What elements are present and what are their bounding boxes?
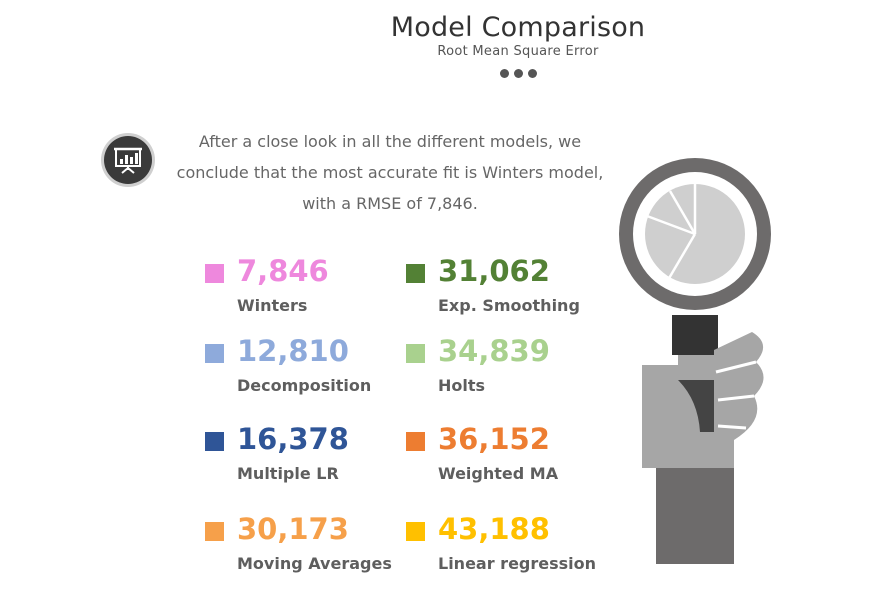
intro-text: After a close look in all the different …	[160, 126, 620, 219]
intro-line: with a RMSE of 7,846.	[302, 194, 478, 213]
metric-holts: 34,839 Holts	[406, 334, 606, 406]
metric-swatch	[205, 522, 224, 541]
finger-shadow-shape	[678, 380, 714, 432]
magnifier-hand-pie-icon	[619, 158, 771, 564]
intro-line: conclude that the most accurate fit is W…	[176, 163, 604, 182]
metric-swatch	[406, 264, 425, 283]
metric-value: 12,810	[237, 334, 349, 368]
page-title: Model Comparison	[390, 12, 646, 43]
metric-moving-averages: 30,173 Moving Averages	[205, 512, 405, 584]
dot	[500, 69, 509, 78]
metric-label: Weighted MA	[438, 464, 559, 483]
dot	[514, 69, 523, 78]
intro-line: After a close look in all the different …	[198, 132, 582, 151]
ellipsis-dots	[500, 65, 544, 78]
dot	[528, 69, 537, 78]
metric-swatch	[205, 344, 224, 363]
handle-shape	[672, 315, 718, 355]
page-subtitle: Root Mean Square Error	[437, 44, 599, 59]
metric-label: Holts	[438, 376, 486, 395]
metric-multiple-lr: 16,378 Multiple LR	[205, 422, 405, 494]
metric-value: 16,378	[237, 422, 349, 456]
metric-value: 36,152	[438, 422, 550, 456]
metric-label: Multiple LR	[237, 464, 339, 483]
metric-label: Exp. Smoothing	[438, 296, 580, 315]
metric-swatch	[406, 432, 425, 451]
metric-swatch	[205, 264, 224, 283]
metric-value: 31,062	[438, 254, 550, 288]
metric-value: 43,188	[438, 512, 550, 546]
metric-swatch	[205, 432, 224, 451]
metric-label: Winters	[237, 296, 308, 315]
metric-value: 30,173	[237, 512, 349, 546]
metric-swatch	[406, 344, 425, 363]
sleeve-shape	[656, 468, 734, 564]
metric-linear-regression: 43,188 Linear regression	[406, 512, 606, 584]
metric-label: Decomposition	[237, 376, 372, 395]
metric-swatch	[406, 522, 425, 541]
metric-decomposition: 12,810 Decomposition	[205, 334, 405, 406]
metric-label: Linear regression	[438, 554, 597, 573]
metric-value: 7,846	[237, 254, 329, 288]
metric-weighted-ma: 36,152 Weighted MA	[406, 422, 606, 494]
presentation-chart-icon	[101, 133, 155, 187]
metric-value: 34,839	[438, 334, 550, 368]
metric-winters: 7,846 Winters	[205, 254, 405, 326]
metric-exp-smoothing: 31,062 Exp. Smoothing	[406, 254, 606, 326]
metric-label: Moving Averages	[237, 554, 392, 573]
